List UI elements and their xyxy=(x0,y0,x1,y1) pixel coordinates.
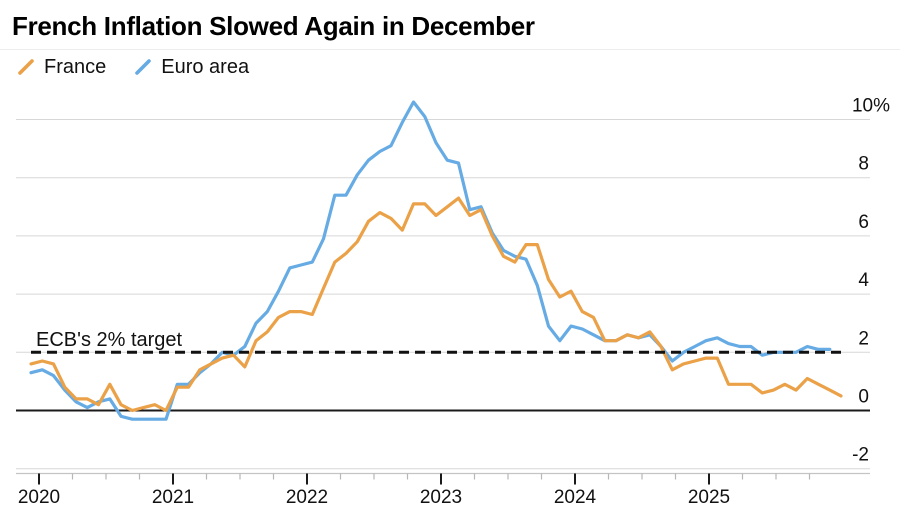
france-slash-icon xyxy=(18,59,34,75)
x-axis-tick-label: 2020 xyxy=(18,487,60,508)
y-axis-tick-label: 4 xyxy=(858,270,869,291)
x-axis-tick-label: 2022 xyxy=(286,487,328,508)
y-axis-tick-label: 8 xyxy=(858,154,869,175)
title-divider xyxy=(0,49,900,50)
euro-area-slash-icon xyxy=(135,59,152,75)
x-axis-tick-label: 2024 xyxy=(554,487,597,508)
ecb-target-label: ECB's 2% target xyxy=(36,329,183,351)
x-axis-tick-label: 2021 xyxy=(152,487,194,508)
y-axis-tick-label: 2 xyxy=(858,328,869,349)
y-axis-tick-label: 6 xyxy=(858,212,869,233)
legend-item-france: France xyxy=(17,56,106,78)
legend-label-france: France xyxy=(44,56,107,78)
series-line-euro-area xyxy=(29,100,832,421)
x-axis-tick-label: 2023 xyxy=(420,487,462,508)
legend-item-euro-area: Euro area xyxy=(134,56,249,78)
series-line-france xyxy=(29,196,843,413)
chart-title: French Inflation Slowed Again in Decembe… xyxy=(12,11,535,41)
y-axis-tick-label: 0 xyxy=(858,387,869,408)
y-axis-tick-label: 10% xyxy=(852,96,890,117)
y-axis-tick-label: -2 xyxy=(852,445,869,466)
legend: France Euro area xyxy=(17,56,249,78)
legend-label-euro-area: Euro area xyxy=(161,56,250,78)
x-axis-tick-label: 2025 xyxy=(688,487,730,508)
